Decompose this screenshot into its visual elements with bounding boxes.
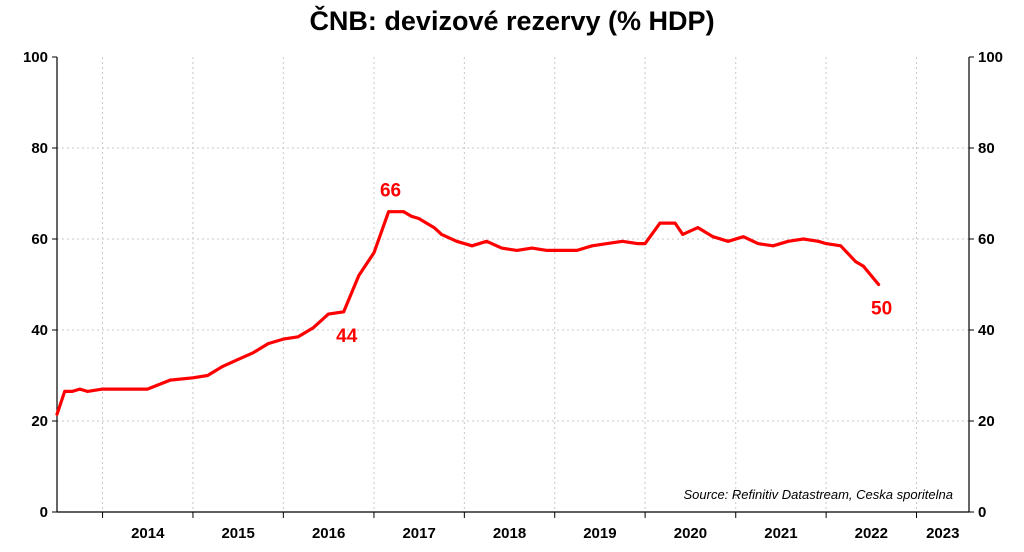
value-annotation: 66 <box>380 181 401 202</box>
data-point <box>711 235 715 239</box>
y-tick-label-left: 40 <box>31 322 48 339</box>
data-point <box>101 387 104 391</box>
data-point <box>145 387 149 391</box>
data-point <box>877 283 881 286</box>
data-point <box>357 274 361 277</box>
x-tick-label: 2023 <box>926 525 959 542</box>
data-point <box>620 239 624 243</box>
x-axis-ticks: 2014 2015 2016 2017 2018 2019 2020 2021 2022 2023 <box>102 512 959 542</box>
data-point <box>817 239 820 243</box>
data-point <box>801 237 805 241</box>
x-tick-label: 2018 <box>493 525 526 542</box>
y-tick-label-left: 0 <box>40 504 48 521</box>
data-point <box>575 248 579 252</box>
data-point <box>681 233 685 236</box>
data-point <box>123 387 127 391</box>
data-point <box>839 244 843 248</box>
data-point <box>440 233 443 236</box>
data-point <box>326 312 330 316</box>
data-point <box>530 246 534 250</box>
series-line <box>55 210 881 416</box>
x-tick-label: 2021 <box>764 525 797 542</box>
data-point <box>191 376 195 380</box>
y-tick-label-left: 60 <box>31 231 48 248</box>
y-tick-label-left: 100 <box>23 49 48 66</box>
data-point <box>726 239 730 243</box>
data-point <box>281 337 285 341</box>
x-tick-label: 2015 <box>221 525 254 542</box>
data-point <box>251 351 255 355</box>
data-point <box>266 342 270 346</box>
data-point <box>485 239 489 243</box>
data-point <box>387 210 390 214</box>
x-tick-label: 2022 <box>855 525 888 542</box>
y-tick-label-right: 0 <box>978 504 986 521</box>
data-point <box>296 335 300 339</box>
data-point <box>696 226 700 230</box>
y-tick-label-right: 40 <box>978 322 995 339</box>
y-tick-label-left: 80 <box>31 140 48 157</box>
data-point <box>590 244 594 248</box>
data-point <box>605 242 609 245</box>
data-point <box>742 235 745 239</box>
x-tick-label: 2014 <box>131 525 165 542</box>
axes <box>56 57 970 513</box>
series-layer <box>55 210 881 416</box>
data-point <box>643 242 647 245</box>
x-tick-label: 2020 <box>674 525 707 542</box>
annotations: 66 44 50 <box>336 181 892 347</box>
data-point <box>824 242 828 245</box>
data-point <box>86 390 89 393</box>
data-point <box>417 217 421 220</box>
data-point <box>854 260 858 264</box>
data-point <box>658 221 662 225</box>
y-tick-label-right: 80 <box>978 140 995 157</box>
source-note: Source: Refinitiv Datastream, Ceska spor… <box>683 487 953 502</box>
data-point <box>342 310 346 314</box>
data-point <box>221 365 225 368</box>
value-annotation: 50 <box>871 299 892 320</box>
data-point <box>311 326 315 330</box>
data-point <box>500 246 504 250</box>
x-tick-label: 2017 <box>402 525 435 542</box>
data-point <box>206 374 209 377</box>
data-point <box>786 239 790 243</box>
y-tick-label-right: 60 <box>978 231 995 248</box>
data-point <box>673 221 677 225</box>
data-point <box>70 390 74 393</box>
x-tick-label: 2016 <box>312 525 345 542</box>
y-axis-right-ticks: 0 20 40 60 80 100 <box>969 49 1003 521</box>
y-tick-label-left: 20 <box>31 413 48 430</box>
data-point <box>168 378 172 382</box>
data-point <box>78 387 82 391</box>
data-point <box>55 412 59 416</box>
data-point <box>372 251 376 255</box>
data-point <box>470 244 474 248</box>
data-point <box>756 242 760 245</box>
data-point <box>455 239 459 243</box>
data-point <box>561 248 564 252</box>
value-annotation: 44 <box>336 326 358 347</box>
data-point <box>63 390 67 393</box>
data-point <box>545 248 549 252</box>
data-point <box>402 210 406 214</box>
y-tick-label-right: 20 <box>978 413 995 430</box>
y-axis-left-ticks: 0 20 40 60 80 100 <box>23 49 57 521</box>
grid <box>57 57 969 512</box>
data-point <box>862 264 865 268</box>
data-point <box>636 242 639 245</box>
x-tick-label: 2019 <box>583 525 616 542</box>
data-point <box>425 221 428 225</box>
data-point <box>409 214 413 218</box>
data-point <box>432 226 436 230</box>
data-point <box>236 358 240 361</box>
y-tick-label-right: 100 <box>978 49 1003 66</box>
chart-title: ČNB: devizové rezervy (% HDP) <box>309 6 715 36</box>
data-point <box>771 244 775 248</box>
data-point <box>515 248 519 252</box>
